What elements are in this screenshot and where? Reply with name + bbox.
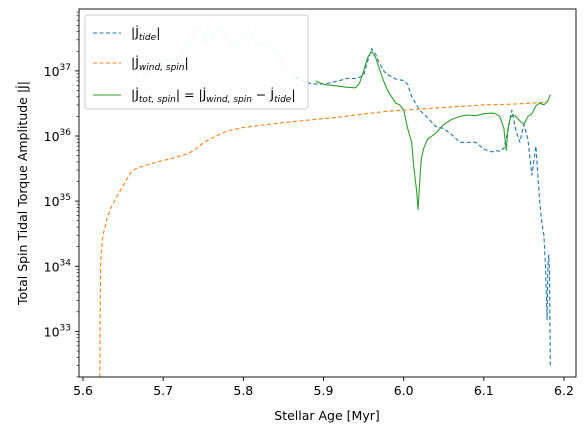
plot-frame — [78, 8, 577, 378]
x-tick-label: 6.1 — [474, 383, 494, 398]
x-tick-label: 5.9 — [314, 383, 334, 398]
legend-label-1: |J̇wind, spin| — [131, 55, 189, 73]
y-tick-label: 1033 — [44, 323, 71, 339]
legend-box — [84, 14, 309, 110]
x-tick-label: 5.7 — [153, 383, 173, 398]
x-tick-label: 6.0 — [394, 383, 414, 398]
y-tick-label: 1036 — [44, 128, 72, 144]
series-line-2 — [315, 50, 551, 210]
y-tick-label: 1035 — [44, 193, 71, 209]
y-axis-label: Total Spin Tidal Torque Amplitude |J̇| — [15, 81, 30, 306]
legend-label-0: |J̇tide| — [131, 25, 160, 43]
x-axis-label: Stellar Age [Myr] — [274, 408, 379, 423]
x-tick-label: 5.6 — [73, 383, 93, 398]
x-tick-label: 5.8 — [233, 383, 253, 398]
series-line-0 — [295, 48, 551, 366]
y-tick-label: 1034 — [44, 258, 72, 274]
legend-label-2: |J̇tot, spin| = |J̇wind, spin − J̇tide| — [131, 87, 296, 105]
axes-layer: 5.6 5.7 5.8 5.9 6.0 6.1 6.2 1033 1034 1035 1036 103… — [44, 8, 577, 398]
legend: |J̇tide| |J̇wind, spin| |J̇tot, spin| = |J… — [84, 14, 309, 110]
x-tick-label: 6.2 — [554, 383, 574, 398]
y-tick-label: 1037 — [44, 63, 71, 79]
series-line-1 — [99, 101, 548, 377]
